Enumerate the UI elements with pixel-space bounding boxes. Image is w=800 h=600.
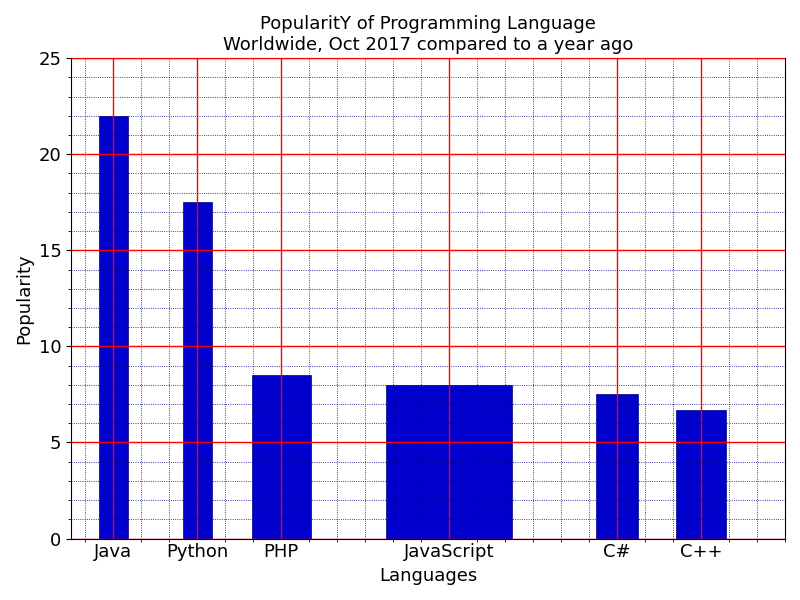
X-axis label: Languages: Languages (379, 567, 478, 585)
Bar (98, 116, 128, 539)
Y-axis label: Popularity: Popularity (15, 253, 33, 344)
Bar (676, 410, 726, 539)
Bar (252, 375, 310, 539)
Bar (182, 202, 212, 539)
Bar (386, 385, 512, 539)
Bar (596, 394, 638, 539)
Title: PopularitY of Programming Language
Worldwide, Oct 2017 compared to a year ago: PopularitY of Programming Language World… (223, 15, 634, 54)
